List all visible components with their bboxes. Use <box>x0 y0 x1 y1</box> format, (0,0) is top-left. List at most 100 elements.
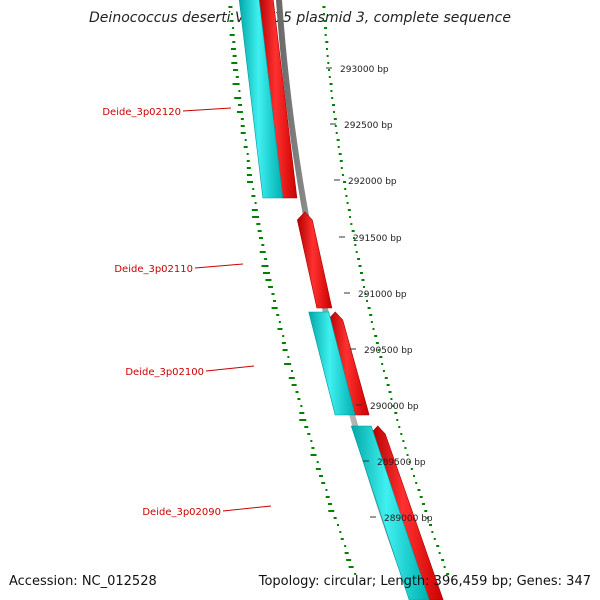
gc-tick <box>348 566 354 568</box>
gene-labels: Deide_3p02120 Deide_3p02110 Deide_3p0210… <box>102 107 272 518</box>
accession-text: Accession: NC_012528 <box>9 574 157 589</box>
gc-tick <box>390 398 393 400</box>
gc-tick <box>261 244 265 246</box>
gc-tick <box>352 237 355 239</box>
gc-tick <box>340 167 343 169</box>
gc-tick <box>433 538 436 540</box>
gc-tick <box>334 125 337 127</box>
gc-tick <box>339 531 342 533</box>
gc-tick <box>362 286 365 288</box>
gc-tick <box>273 300 277 302</box>
gc-tick <box>232 83 240 85</box>
gc-tick <box>335 132 338 134</box>
gc-tick <box>238 104 243 106</box>
gc-tick <box>325 48 328 50</box>
gc-tick <box>331 97 334 99</box>
gc-tick <box>392 405 395 407</box>
gc-tick <box>340 538 344 540</box>
gc-tick <box>265 279 272 281</box>
gc-tick <box>413 475 416 477</box>
gc-tick <box>278 321 281 323</box>
gc-tick <box>328 76 331 78</box>
ruler-label: 289000 bp <box>384 514 433 524</box>
gc-tick <box>421 503 425 505</box>
gc-tick <box>282 335 285 337</box>
gc-tick <box>271 293 275 295</box>
gc-tick <box>336 139 340 141</box>
gc-tick <box>346 559 352 561</box>
gc-tick <box>332 111 335 113</box>
gc-tick <box>404 447 407 449</box>
gc-tick <box>337 146 340 148</box>
gc-tick <box>343 181 347 183</box>
gc-tick <box>240 125 245 127</box>
gc-tick <box>234 97 242 99</box>
gc-tick <box>328 69 331 71</box>
gc-tick <box>315 468 321 470</box>
gc-tick <box>232 55 237 57</box>
gc-tick <box>338 153 342 155</box>
gc-tick <box>232 41 236 43</box>
gc-tick <box>246 174 252 176</box>
gene-label[interactable]: Deide_3p02100 <box>125 367 204 378</box>
gc-tick <box>299 412 305 414</box>
gc-content-outer-track <box>322 6 450 575</box>
gc-tick <box>258 237 263 239</box>
gc-tick <box>350 223 353 225</box>
gc-tick <box>282 349 288 351</box>
gc-tick <box>290 370 293 372</box>
gc-tick <box>323 20 327 22</box>
gc-tick <box>369 314 373 316</box>
reverse-gene <box>238 0 284 199</box>
gc-tick <box>370 321 373 323</box>
gc-tick <box>238 90 241 92</box>
gc-tick <box>381 363 384 365</box>
gc-content-inner-track <box>228 6 357 575</box>
gc-tick <box>262 272 270 274</box>
gc-tick <box>299 419 307 421</box>
gc-tick <box>341 174 344 176</box>
gc-tick <box>231 62 238 64</box>
gc-tick <box>333 517 337 519</box>
gene-label[interactable]: Deide_3p02090 <box>142 507 221 518</box>
gc-tick <box>344 545 347 547</box>
gc-tick <box>229 34 235 36</box>
ruler-label: 291500 bp <box>353 234 402 244</box>
gc-tick <box>351 230 355 232</box>
gc-tick <box>325 41 329 43</box>
label-leader-line <box>194 263 244 269</box>
gc-tick <box>233 69 239 71</box>
gc-tick <box>374 335 378 337</box>
gc-tick <box>346 202 349 204</box>
gc-tick <box>295 391 299 393</box>
gc-tick <box>246 160 250 162</box>
gc-tick <box>327 62 330 64</box>
gene-features <box>238 0 444 600</box>
gc-tick <box>419 496 423 498</box>
gc-tick <box>364 293 367 295</box>
gc-tick <box>366 300 369 302</box>
gc-tick <box>321 482 326 484</box>
gc-tick <box>415 482 418 484</box>
gc-tick <box>354 573 357 575</box>
gc-tick <box>443 566 446 568</box>
gc-tick <box>252 216 260 218</box>
gc-tick <box>349 216 352 218</box>
ruler-label: 292500 bp <box>344 121 393 131</box>
gene-label[interactable]: Deide_3p02110 <box>114 264 193 275</box>
ruler-label: 291000 bp <box>358 290 407 300</box>
gc-tick <box>235 76 239 78</box>
gene-label[interactable]: Deide_3p02120 <box>102 107 181 118</box>
gc-tick <box>240 132 246 134</box>
gc-tick <box>326 55 329 57</box>
gc-tick <box>307 433 311 435</box>
gc-tick <box>408 461 411 463</box>
ruler-label: 290000 bp <box>370 402 419 412</box>
label-leader-line <box>182 107 232 112</box>
gc-tick <box>328 510 335 512</box>
gc-tick <box>347 209 351 211</box>
gc-tick <box>297 398 301 400</box>
gc-tick <box>254 202 257 204</box>
gc-tick <box>319 475 324 477</box>
gc-tick <box>358 265 362 267</box>
